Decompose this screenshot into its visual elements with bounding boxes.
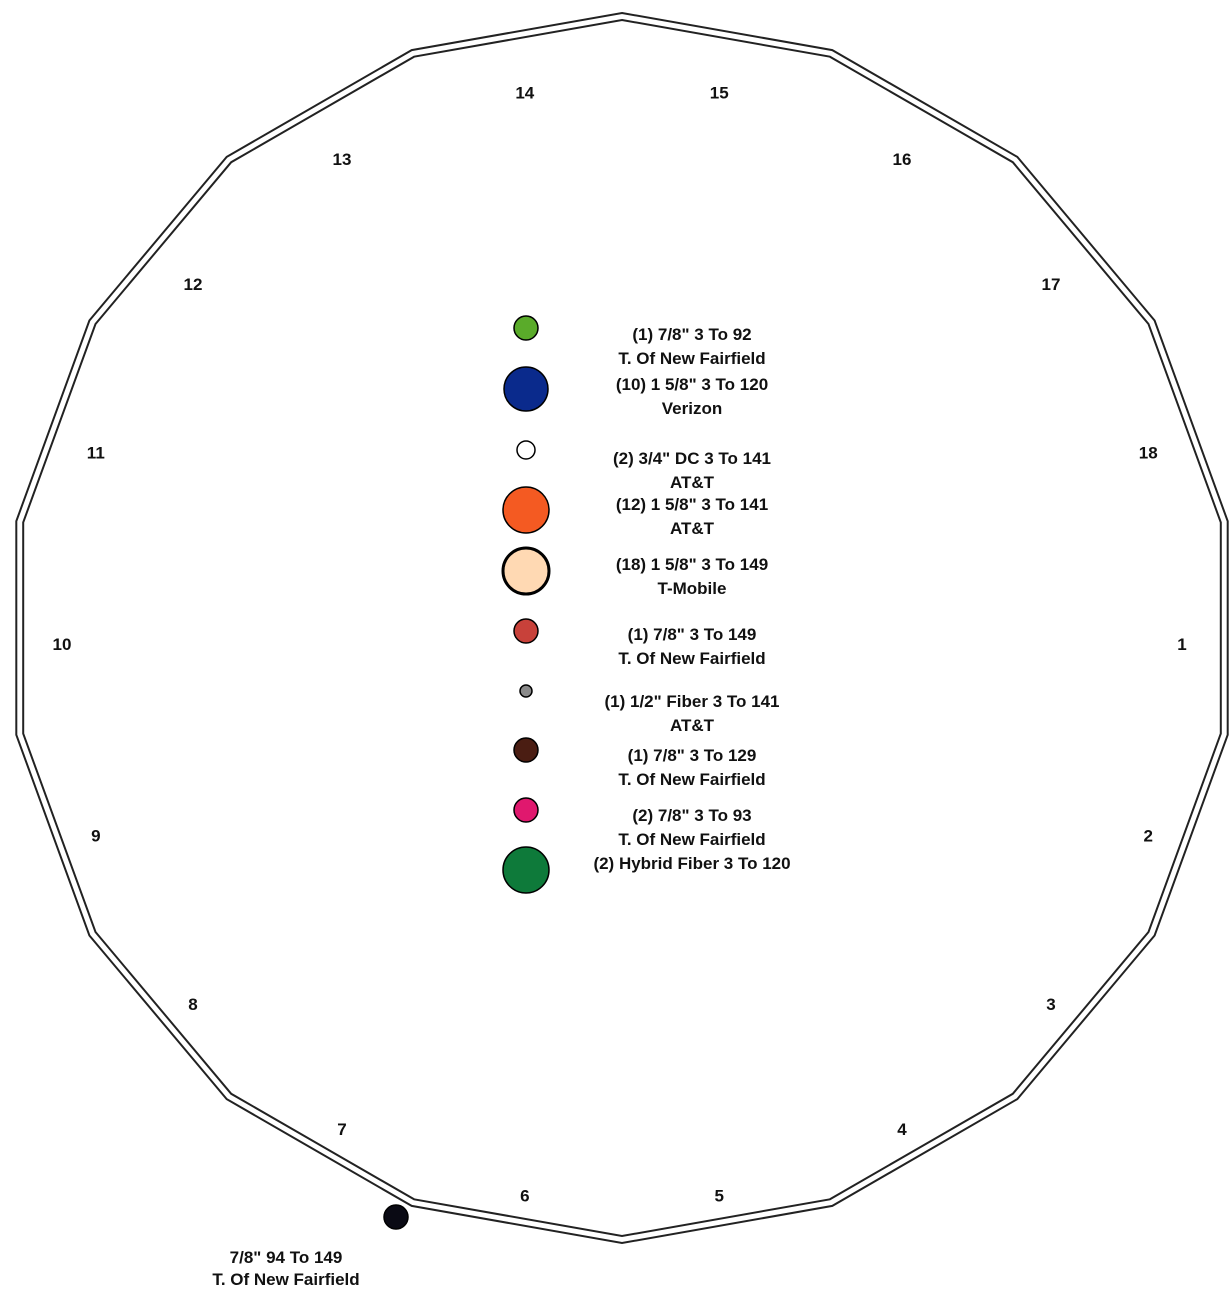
legend-label-1-line1: (1) 7/8" 3 To 92 <box>632 325 751 344</box>
face-number-11: 11 <box>87 444 105 463</box>
face-number-14: 14 <box>515 84 534 103</box>
legend-label-8-line1: (1) 7/8" 3 To 129 <box>628 746 757 765</box>
external-line-marker <box>383 1204 409 1230</box>
legend-label-5-line2: T-Mobile <box>658 579 727 598</box>
legend-label-2-line1: (10) 1 5/8" 3 To 120 <box>616 375 768 394</box>
legend-marker-1 <box>513 315 539 341</box>
face-number-16: 16 <box>893 150 912 169</box>
legend-marker-4 <box>502 486 550 534</box>
tower-outline-outer <box>15 11 1229 1245</box>
face-number-10: 10 <box>53 635 72 654</box>
legend-marker-8 <box>513 737 539 763</box>
legend-label-4-line2: AT&T <box>670 519 715 538</box>
legend-marker-5 <box>501 546 551 596</box>
face-number-3: 3 <box>1046 995 1055 1014</box>
face-number-15: 15 <box>710 84 729 103</box>
face-number-5: 5 <box>714 1187 723 1206</box>
face-number-4: 4 <box>897 1120 907 1139</box>
legend-label-7-line1: (1) 1/2" Fiber 3 To 141 <box>605 692 780 711</box>
face-number-6: 6 <box>520 1187 529 1206</box>
face-number-8: 8 <box>188 995 197 1014</box>
legend-marker-10 <box>502 846 550 894</box>
face-number-17: 17 <box>1042 275 1061 294</box>
external-line-label-2: T. Of New Fairfield <box>212 1270 359 1289</box>
coax-legend: (1) 7/8" 3 To 92 T. Of New Fairfield (10) … <box>501 315 791 894</box>
legend-label-4-line1: (12) 1 5/8" 3 To 141 <box>616 495 768 514</box>
legend-label-9-line1: (2) 7/8" 3 To 93 <box>632 806 751 825</box>
legend-label-3-line1: (2) 3/4" DC 3 To 141 <box>613 449 771 468</box>
face-number-7: 7 <box>337 1120 346 1139</box>
legend-marker-6 <box>513 618 539 644</box>
legend-label-6-line1: (1) 7/8" 3 To 149 <box>628 625 757 644</box>
legend-label-2-line2: Verizon <box>662 399 722 418</box>
legend-label-1-line2: T. Of New Fairfield <box>618 349 765 368</box>
legend-label-9-line2: T. Of New Fairfield <box>618 830 765 849</box>
face-number-12: 12 <box>184 275 203 294</box>
legend-label-6-line2: T. Of New Fairfield <box>618 649 765 668</box>
legend-marker-3 <box>516 440 536 460</box>
legend-label-7-line2: AT&T <box>670 716 715 735</box>
legend-marker-7 <box>519 684 533 698</box>
face-number-18: 18 <box>1139 444 1158 463</box>
face-number-13: 13 <box>333 150 352 169</box>
legend-label-5-line1: (18) 1 5/8" 3 To 149 <box>616 555 768 574</box>
legend-marker-2 <box>503 366 549 412</box>
legend-label-8-line2: T. Of New Fairfield <box>618 770 765 789</box>
legend-label-10-line1: (2) Hybrid Fiber 3 To 120 <box>593 854 790 873</box>
tower-outline-inner <box>22 18 1222 1238</box>
face-number-2: 2 <box>1143 827 1152 846</box>
legend-label-3-line2: AT&T <box>670 473 715 492</box>
external-line-label-1: 7/8" 94 To 149 <box>230 1248 343 1267</box>
face-number-1: 1 <box>1177 635 1186 654</box>
external-line-group: 7/8" 94 To 149 T. Of New Fairfield <box>212 1204 409 1289</box>
face-number-9: 9 <box>91 827 100 846</box>
legend-marker-9 <box>513 797 539 823</box>
